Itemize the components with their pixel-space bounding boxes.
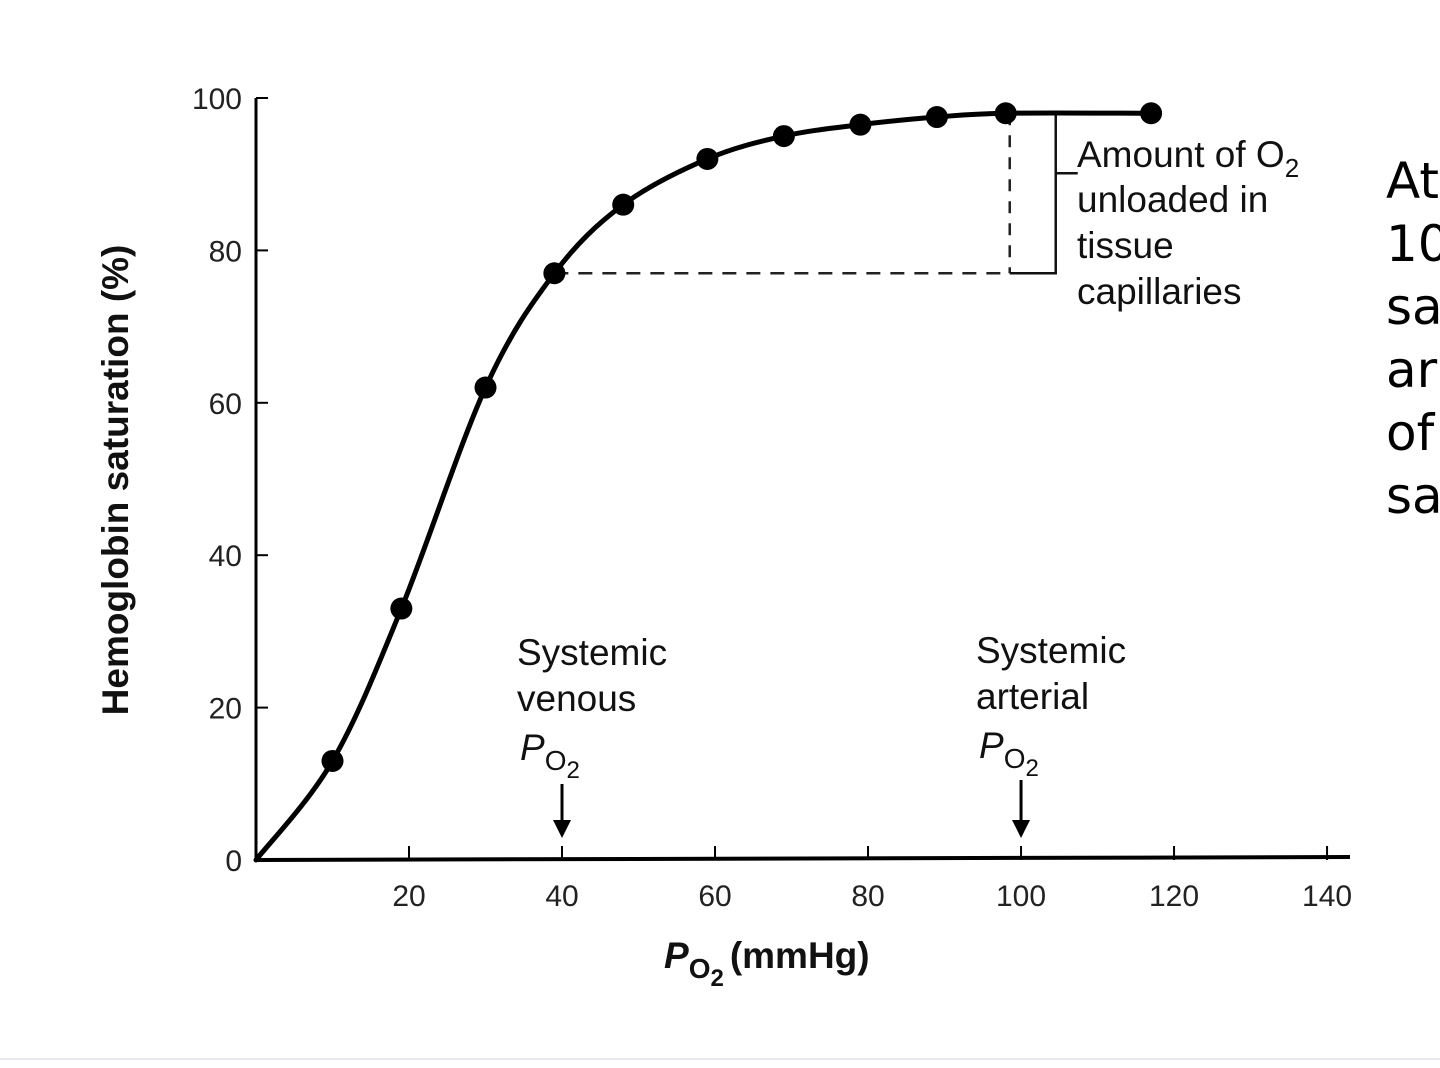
data-point <box>994 102 1017 125</box>
x-tick-label: 40 <box>545 880 578 913</box>
side-text-line: 10 <box>1386 215 1440 273</box>
side-text-line: of <box>1386 404 1435 462</box>
bottom-divider <box>0 1058 1440 1060</box>
data-point <box>612 193 635 216</box>
arterial-label-line1: Systemic <box>976 630 1126 671</box>
venous-label-line1: Systemic <box>517 632 667 673</box>
data-point <box>390 597 413 620</box>
side-text-fragment: At 10 sa ar of sa <box>1386 150 1440 528</box>
x-axis-line <box>255 855 1351 862</box>
data-point <box>474 376 497 399</box>
x-tick-label: 120 <box>1149 880 1199 913</box>
ticks: 0 20 40 60 80 100 20 40 60 80 100 120 140 <box>192 83 1352 913</box>
side-text-line: sa <box>1386 278 1440 336</box>
side-text-line: At <box>1386 152 1439 210</box>
y-tick-label: 0 <box>225 845 242 878</box>
venous-arrow <box>553 784 572 838</box>
x-tick-label: 20 <box>392 880 425 913</box>
x-tick-label: 60 <box>698 880 731 913</box>
unload-label-line1: Amount of O2 <box>1077 134 1299 183</box>
data-point <box>696 147 719 170</box>
x-tick-label: 100 <box>996 880 1046 913</box>
unload-label-line2: unloaded in <box>1077 179 1268 220</box>
x-tick-label: 140 <box>1302 880 1352 913</box>
data-point <box>543 262 566 285</box>
unload-guides <box>554 111 1078 275</box>
data-point <box>772 125 795 148</box>
x-axis-title: PO2(mmHg) <box>664 935 870 992</box>
arrow-head <box>1012 820 1031 838</box>
data-point <box>1140 102 1163 125</box>
side-text-line: ar <box>1386 341 1438 399</box>
arterial-arrow <box>1012 780 1031 838</box>
y-tick-label: 60 <box>209 388 242 421</box>
unload-bracket <box>1009 111 1057 275</box>
unload-label-line4: capillaries <box>1077 271 1242 312</box>
y-tick-label: 40 <box>209 540 242 573</box>
arrow-head <box>553 820 572 838</box>
x-tick-label: 80 <box>851 880 884 913</box>
y-tick-label: 80 <box>209 235 242 268</box>
y-tick-label: 100 <box>192 83 242 116</box>
data-points <box>321 102 1163 772</box>
data-point <box>925 106 948 129</box>
venous-label-po2: PO2 <box>520 727 580 784</box>
arterial-label-po2: PO2 <box>979 725 1039 782</box>
y-axis-title: Hemoglobin saturation (%) <box>95 245 136 716</box>
y-tick-label: 20 <box>209 693 242 726</box>
arterial-label-line2: arterial <box>976 676 1089 717</box>
venous-label-line2: venous <box>517 678 636 719</box>
unload-label-line3: tissue <box>1077 225 1174 266</box>
axes <box>254 98 1351 862</box>
data-point <box>321 749 344 772</box>
side-text-line: sa <box>1386 467 1440 525</box>
data-point <box>849 113 872 136</box>
